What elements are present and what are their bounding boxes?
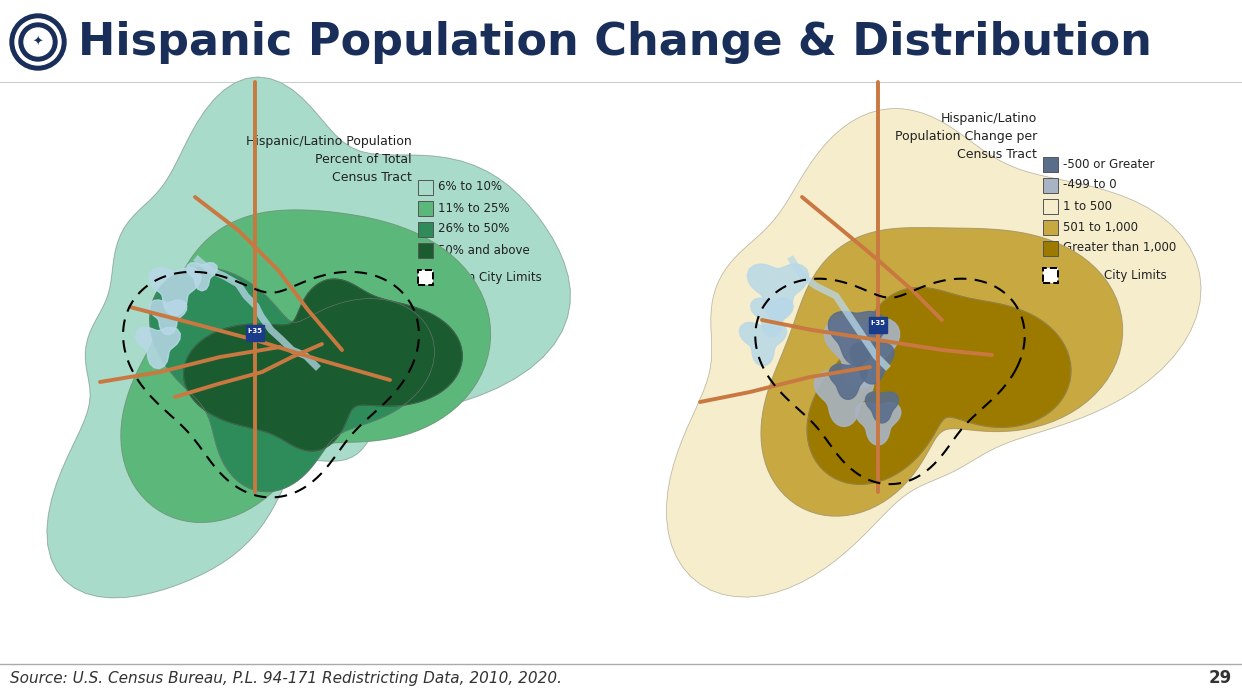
Text: 50% and above: 50% and above [438, 244, 530, 257]
Polygon shape [739, 322, 786, 365]
Text: Greater than 1,000: Greater than 1,000 [1063, 242, 1176, 255]
Text: Hispanic/Latino Population
Percent of Total
Census Tract: Hispanic/Latino Population Percent of To… [246, 135, 412, 184]
Polygon shape [184, 279, 462, 451]
Text: I-35: I-35 [247, 328, 262, 334]
Circle shape [19, 23, 57, 61]
Text: 11% to 25%: 11% to 25% [438, 201, 509, 215]
Text: -499 to 0: -499 to 0 [1063, 179, 1117, 192]
Polygon shape [750, 298, 794, 337]
Polygon shape [667, 109, 1201, 597]
Circle shape [24, 28, 52, 56]
Polygon shape [830, 364, 867, 399]
Bar [1043, 178, 1058, 192]
Polygon shape [120, 210, 491, 522]
Text: Austin City Limits: Austin City Limits [1063, 268, 1166, 282]
Bar [246, 325, 265, 341]
Text: -500 or Greater: -500 or Greater [1063, 158, 1155, 170]
Text: 26% to 50%: 26% to 50% [438, 223, 509, 235]
Bar [419, 201, 433, 215]
Text: Hispanic/Latino
Population Change per
Census Tract: Hispanic/Latino Population Change per Ce… [894, 112, 1037, 161]
Polygon shape [828, 311, 886, 365]
Text: 6% to 10%: 6% to 10% [438, 181, 502, 194]
Text: I-35: I-35 [871, 320, 886, 326]
Bar [1043, 219, 1058, 235]
Bar [419, 242, 433, 257]
Polygon shape [135, 327, 180, 369]
Polygon shape [856, 403, 900, 445]
Bar [419, 179, 433, 194]
Polygon shape [866, 392, 898, 423]
Polygon shape [186, 263, 217, 291]
Text: ✦: ✦ [32, 35, 43, 48]
Text: 1 to 500: 1 to 500 [1063, 199, 1112, 212]
Bar [419, 269, 433, 284]
Text: 501 to 1,000: 501 to 1,000 [1063, 221, 1138, 233]
Text: Source: U.S. Census Bureau, P.L. 94-171 Redistricting Data, 2010, 2020.: Source: U.S. Census Bureau, P.L. 94-171 … [10, 671, 561, 686]
Text: 29: 29 [1208, 669, 1232, 687]
Text: Austin City Limits: Austin City Limits [438, 271, 542, 284]
Polygon shape [807, 288, 1071, 484]
Polygon shape [149, 300, 186, 335]
Polygon shape [850, 343, 894, 384]
Polygon shape [150, 268, 435, 491]
Circle shape [15, 19, 61, 65]
Polygon shape [47, 77, 570, 598]
Bar [419, 221, 433, 237]
Polygon shape [815, 372, 873, 426]
Polygon shape [149, 268, 201, 316]
Bar [1043, 156, 1058, 172]
Bar [869, 317, 887, 333]
Polygon shape [825, 318, 899, 388]
Text: Hispanic Population Change & Distribution: Hispanic Population Change & Distributio… [78, 21, 1151, 64]
Bar [1043, 268, 1058, 282]
Polygon shape [761, 228, 1123, 516]
Bar [1043, 241, 1058, 255]
Bar [1043, 199, 1058, 214]
Polygon shape [748, 264, 809, 320]
Circle shape [10, 14, 66, 70]
